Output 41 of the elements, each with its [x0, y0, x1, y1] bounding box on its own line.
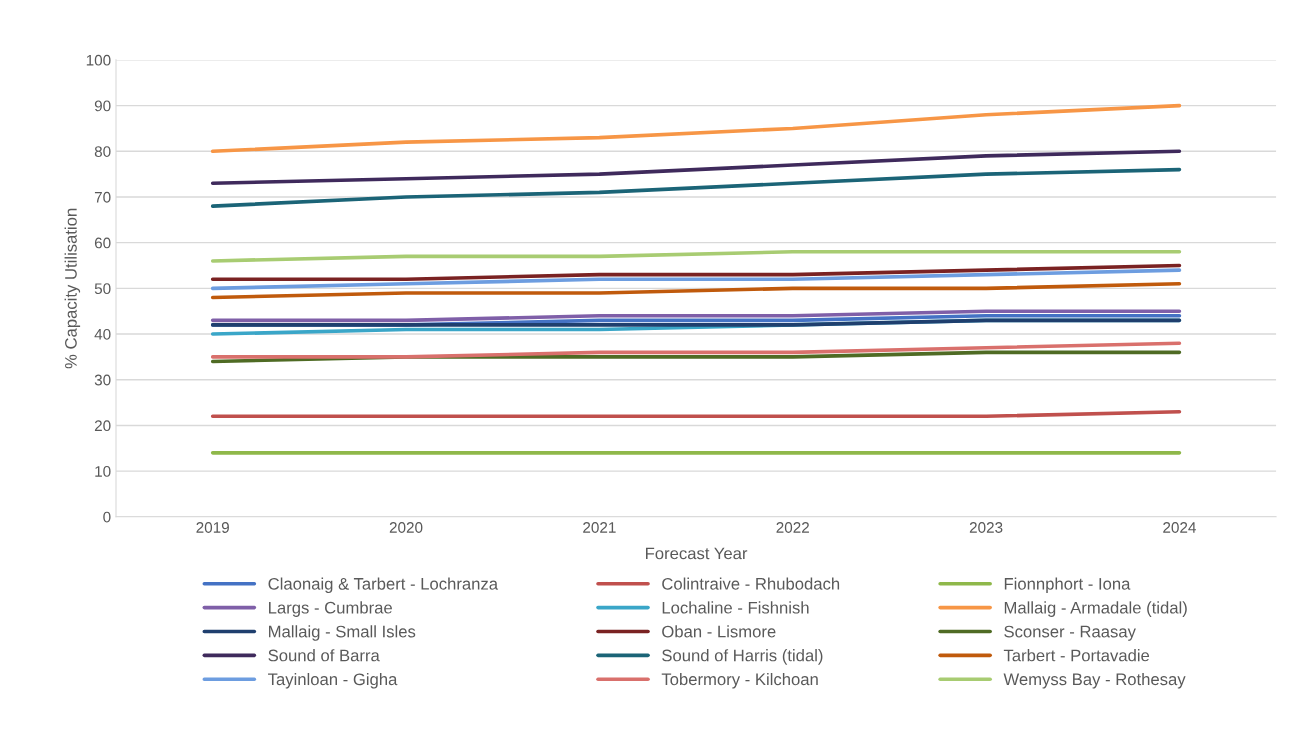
- line-series: [210, 103, 1182, 154]
- legend-label: Mallaig - Armadale (tidal): [1004, 601, 1187, 617]
- legend-label: Colintraive - Rhubodach: [662, 577, 840, 590]
- line-series: [210, 149, 1182, 186]
- y-tick-label: 100: [86, 54, 111, 66]
- legend-label: Oban - Lismore: [662, 625, 776, 638]
- y-tick-label: 40: [94, 328, 111, 340]
- line-series: [210, 281, 1182, 300]
- legend-label: Tobermory - Kilchoan: [661, 672, 818, 689]
- x-tick-label: 2022: [776, 522, 809, 533]
- legend-label: Lochaline - Fishnish: [662, 601, 809, 614]
- x-tick-label: 2019: [196, 522, 229, 533]
- y-tick-label: 50: [94, 283, 111, 295]
- y-tick-label: 70: [94, 191, 111, 203]
- legend-label: Wemyss Bay - Rothesay: [1003, 672, 1186, 689]
- legend-label: Fionnphort - Iona: [1004, 577, 1131, 594]
- y-axis-title: % Capacity Utilisation: [64, 208, 81, 369]
- legend-label: Tayinloan - Gigha: [268, 672, 398, 689]
- legend-label: Sound of Barra: [268, 649, 380, 662]
- y-tick-label: 20: [94, 420, 111, 432]
- y-tick-label: 30: [94, 374, 111, 386]
- line-series: [210, 268, 1182, 291]
- line-series: [210, 341, 1182, 359]
- legend-label: Tarbert - Portavadie: [1003, 649, 1150, 662]
- y-tick-label: 80: [94, 146, 111, 157]
- y-tick-label: 90: [94, 100, 111, 112]
- x-tick-label: 2021: [583, 522, 616, 533]
- x-tick-label: 2020: [389, 522, 423, 533]
- y-tick-label: 0: [103, 511, 111, 523]
- line-series: [210, 167, 1182, 208]
- x-tick-label: 2024: [1163, 522, 1196, 533]
- line-series: [210, 263, 1182, 282]
- legend-label: Largs - Cumbrae: [269, 601, 392, 617]
- legend-label: Claonaig & Tarbert - Lochranza: [268, 577, 499, 594]
- legend-label: Sconser - Raasay: [1004, 625, 1136, 641]
- x-tick-label: 2023: [969, 522, 1003, 533]
- x-axis-title: Forecast Year: [646, 547, 748, 560]
- y-tick-label: 10: [95, 465, 111, 477]
- legend-label: Mallaig - Small Isles: [269, 625, 416, 641]
- y-tick-label: 60: [94, 237, 111, 249]
- legend-label: Sound of Harris (tidal): [662, 649, 823, 665]
